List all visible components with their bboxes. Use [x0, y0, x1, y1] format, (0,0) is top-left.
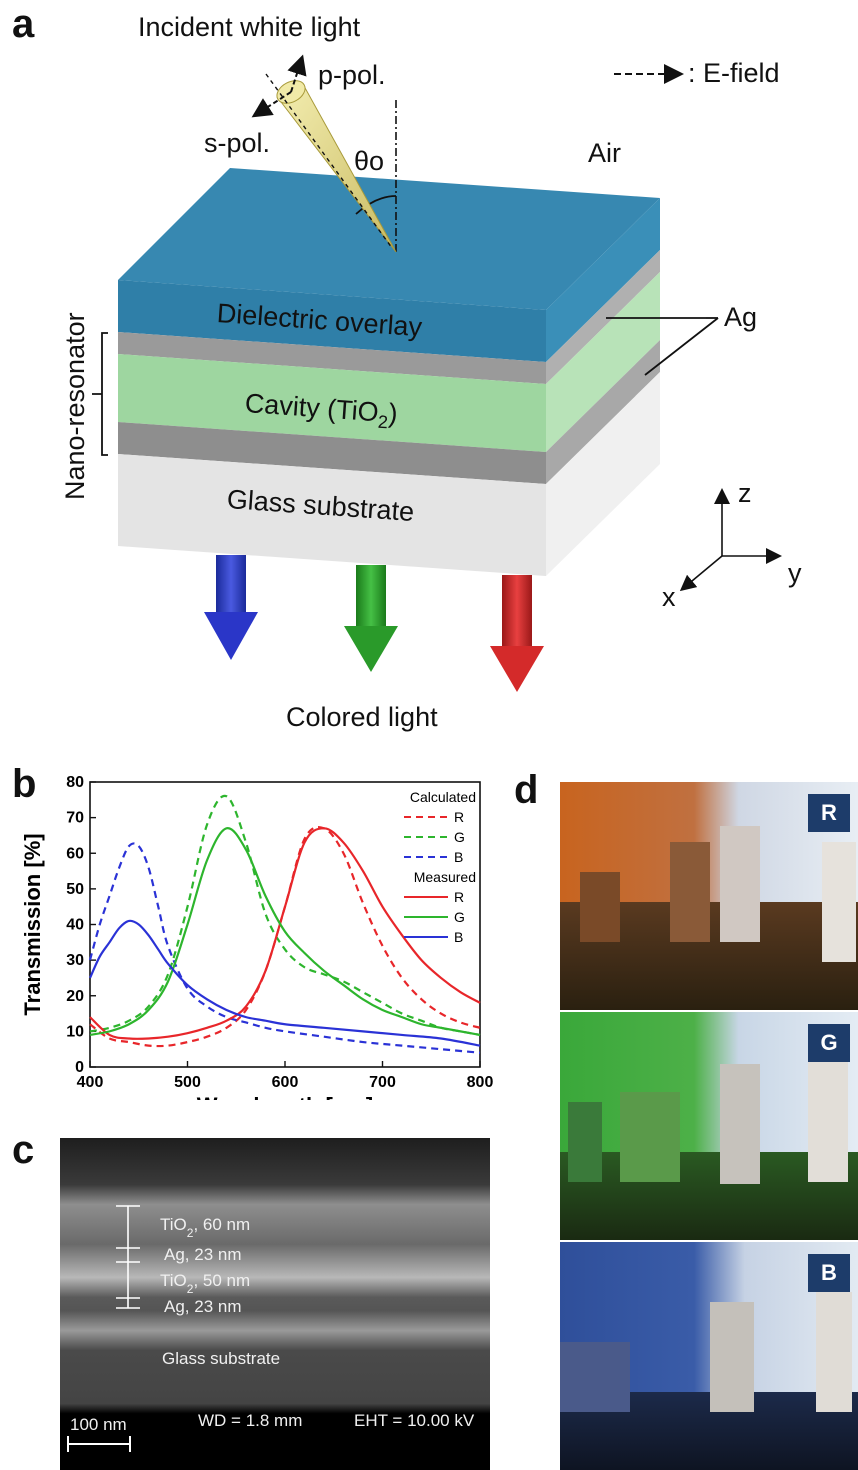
legend-label-calculated-g: G: [454, 829, 465, 845]
axis-z-label: z: [738, 478, 752, 508]
photo-r: R: [560, 782, 858, 1010]
series-measured-r: [89, 827, 481, 1040]
nano-resonator-label: Nano-resonator: [60, 312, 90, 500]
badge-b: B: [808, 1254, 850, 1292]
photo-panel: R G B: [560, 782, 858, 1470]
blue-output-arrow: [204, 555, 258, 660]
sem-layer-3: TiO2, 50 nm: [160, 1271, 250, 1296]
ag-label: Ag: [724, 302, 758, 332]
green-output-arrow: [344, 565, 398, 672]
scalebar-label: 100 nm: [70, 1415, 127, 1434]
y-tick-label: 60: [66, 845, 84, 862]
badge-r: R: [808, 794, 850, 832]
ag-layer-top: [118, 332, 546, 384]
legend-header-calculated: Calculated: [410, 789, 476, 805]
legend-label-measured-b: B: [454, 929, 463, 945]
scalebar: [67, 1436, 131, 1452]
dielectric-layer: [118, 280, 546, 362]
axis-y-label: y: [788, 558, 802, 588]
cavity-layer: [118, 354, 546, 452]
series-calculated-g: [89, 794, 481, 1037]
y-tick-label: 20: [66, 988, 84, 1005]
p-pol-label: p-pol.: [318, 60, 386, 90]
x-tick-label: 800: [467, 1074, 494, 1091]
badge-g: G: [808, 1024, 850, 1062]
layer-labels: TiO2, 60 nm Ag, 23 nm TiO2, 50 nm Ag, 23…: [160, 1215, 250, 1316]
x-tick-label: 400: [77, 1074, 104, 1091]
air-label: Air: [588, 138, 621, 168]
y-tick-label: 30: [66, 952, 84, 969]
panel-a-label: a: [12, 2, 35, 46]
x-tick-label: 600: [272, 1074, 299, 1091]
y-tick-label: 0: [75, 1059, 84, 1076]
y-tick-label: 80: [66, 774, 84, 791]
red-output-arrow: [490, 575, 544, 692]
x-tick-label: 500: [174, 1074, 201, 1091]
glass-layer: [118, 454, 546, 576]
y-axis-label: Transmission [%]: [20, 833, 45, 1015]
panel-d-label: d: [514, 768, 539, 812]
photo-g: G: [560, 1012, 858, 1240]
y-tick-label: 70: [66, 810, 84, 827]
panel-b-label: b: [12, 762, 37, 806]
ag-layer-bottom: [118, 422, 546, 484]
series-measured-g: [89, 827, 481, 1037]
sem-image: TiO2, 60 nm Ag, 23 nm TiO2, 50 nm Ag, 23…: [60, 1138, 490, 1470]
series-measured-b: [88, 919, 481, 1047]
colored-light-label: Colored light: [286, 702, 438, 732]
e-field-label: : E-field: [688, 58, 780, 88]
incident-light-label: Incident white light: [138, 12, 361, 42]
panel-c-label: c: [12, 1128, 35, 1172]
legend-header-measured: Measured: [414, 869, 476, 885]
sem-layer-2: Ag, 23 nm: [164, 1245, 242, 1264]
transmission-chart: 400 500 600 700 800 0 10 20 30 40 50 60 70 80 Waveleng…: [20, 774, 494, 1100]
panel-a-diagram: [92, 54, 782, 692]
legend-label-measured-r: R: [454, 889, 464, 905]
y-tick-label: 50: [66, 881, 84, 898]
series-calculated-b: [88, 842, 481, 1054]
y-tick-label: 10: [66, 1023, 84, 1040]
x-axis-label: Wavelength [nm]: [197, 1093, 373, 1100]
theta-label: θo: [354, 146, 385, 176]
legend-label-measured-g: G: [454, 909, 465, 925]
legend-label-calculated-b: B: [454, 849, 463, 865]
eht-label: EHT = 10.00 kV: [354, 1411, 475, 1430]
sem-layer-1: TiO2, 60 nm: [160, 1215, 250, 1240]
legend-label-calculated-r: R: [454, 809, 464, 825]
axis-x-label: x: [662, 582, 676, 612]
wd-label: WD = 1.8 mm: [198, 1411, 302, 1430]
coordinate-axes: [679, 488, 782, 592]
y-tick-label: 40: [66, 917, 84, 934]
sem-glass-label: Glass substrate: [162, 1349, 280, 1368]
sem-layer-4: Ag, 23 nm: [164, 1297, 242, 1316]
photo-b: B: [560, 1242, 858, 1470]
x-tick-label: 700: [369, 1074, 396, 1091]
s-pol-label: s-pol.: [204, 128, 271, 158]
